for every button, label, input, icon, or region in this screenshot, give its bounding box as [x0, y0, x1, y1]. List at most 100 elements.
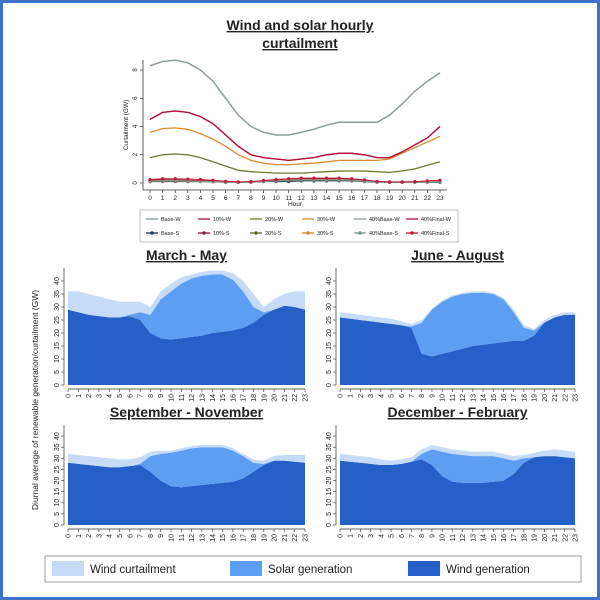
point: [287, 177, 291, 181]
x-tick-label: 15: [491, 534, 498, 542]
x-tick-label: 14: [210, 534, 217, 542]
x-tick-label: 11: [179, 534, 186, 541]
legend-label: 30%-W: [317, 217, 336, 223]
point: [299, 176, 303, 180]
legend-swatch: [408, 561, 440, 576]
y-tick-label: 40: [326, 432, 333, 440]
x-tick-label: 20: [272, 394, 279, 402]
y-tick-label: 10: [326, 355, 333, 363]
x-tick-label: 5: [389, 534, 396, 538]
x-tick-label: 5: [211, 195, 215, 202]
x-tick-label: 1: [161, 195, 165, 202]
point: [161, 177, 165, 181]
x-tick-label: 6: [399, 534, 406, 538]
area-series: [340, 292, 575, 357]
legend-label: Base-S: [161, 231, 179, 237]
x-tick-label: 6: [224, 195, 228, 202]
line-series: [149, 153, 441, 174]
y-tick-label: 30: [326, 303, 333, 311]
chart-title: curtailment: [262, 35, 338, 51]
y-tick-label: 25: [54, 316, 61, 324]
y-tick-label: 15: [326, 488, 333, 496]
legend-marker: [150, 231, 154, 235]
x-tick-label: 2: [358, 534, 365, 538]
y-tick-label: 30: [54, 303, 61, 311]
y-tick-label: 10: [54, 499, 61, 507]
x-tick-label: 10: [169, 534, 176, 542]
x-tick-label: 22: [562, 534, 569, 542]
x-tick-label: 0: [148, 195, 152, 202]
y-tick-label: 40: [326, 277, 333, 285]
point: [186, 177, 190, 181]
x-tick-label: 23: [573, 394, 580, 402]
point: [337, 176, 341, 180]
x-tick-label: 2: [86, 394, 93, 398]
x-tick-label: 14: [323, 195, 331, 202]
y-tick-label: 10: [326, 499, 333, 507]
y-tick-label: 4: [133, 124, 139, 128]
x-tick-label: 17: [241, 534, 248, 542]
x-tick-label: 3: [186, 195, 190, 202]
x-tick-label: 6: [399, 394, 406, 398]
x-tick-label: 15: [220, 534, 227, 542]
y-tick-label: 30: [54, 454, 61, 462]
x-tick-label: 12: [298, 195, 306, 202]
panel-title: June - August: [411, 247, 504, 263]
x-tick-label: 13: [470, 394, 477, 402]
panel-title: March - May: [146, 247, 227, 263]
x-tick-label: 11: [450, 534, 457, 541]
y-tick-label: 0: [326, 383, 333, 387]
x-axis-label: Hour: [288, 201, 303, 208]
x-tick-label: 7: [138, 394, 145, 398]
y-tick-label: 10: [54, 355, 61, 363]
point: [400, 180, 404, 184]
legend-marker: [202, 231, 206, 235]
x-tick-label: 22: [424, 195, 432, 202]
line-series: [149, 127, 441, 166]
x-tick-label: 0: [338, 394, 345, 398]
x-tick-label: 16: [230, 394, 237, 402]
x-tick-label: 11: [450, 394, 457, 401]
x-tick-label: 13: [199, 534, 206, 542]
legend-label: 10%-W: [213, 217, 232, 223]
x-tick-label: 9: [158, 394, 165, 398]
y-tick-label: 15: [54, 488, 61, 496]
y-axis-label: Curtailment (GW): [123, 100, 130, 151]
x-tick-label: 15: [220, 394, 227, 402]
x-tick-label: 4: [107, 394, 114, 398]
legend-box: [139, 209, 459, 243]
line-series: [149, 59, 441, 136]
x-tick-label: 18: [521, 394, 528, 402]
point: [224, 179, 228, 183]
y-tick-label: 20: [326, 477, 333, 485]
x-tick-label: 3: [368, 394, 375, 398]
x-tick-label: 20: [542, 394, 549, 402]
area-series: [340, 449, 575, 483]
area-series: [68, 305, 305, 385]
y-tick-label: 25: [326, 465, 333, 473]
x-tick-label: 2: [173, 195, 177, 202]
x-tick-label: 5: [389, 394, 396, 398]
legend-label: 20%-S: [265, 231, 282, 237]
x-tick-label: 10: [440, 534, 447, 542]
x-tick-label: 18: [251, 534, 258, 542]
point: [261, 178, 266, 183]
area-series: [68, 460, 305, 525]
legend-label: 40%Final-W: [421, 217, 452, 223]
y-tick-label: 35: [54, 290, 61, 298]
x-tick-label: 18: [521, 534, 528, 542]
legend-label: Base-W: [161, 217, 181, 223]
y-tick-label: 20: [326, 329, 333, 337]
x-tick-label: 22: [292, 534, 299, 542]
y-tick-label: 15: [326, 342, 333, 350]
x-tick-label: 3: [96, 394, 103, 398]
x-tick-label: 6: [127, 394, 134, 398]
x-tick-label: 0: [338, 534, 345, 538]
x-tick-label: 9: [158, 534, 165, 538]
point: [173, 177, 177, 181]
legend-label: 40%Base-S: [369, 231, 398, 237]
x-tick-label: 1: [76, 534, 83, 538]
x-tick-label: 19: [532, 534, 539, 542]
y-tick-label: 0: [54, 523, 61, 527]
